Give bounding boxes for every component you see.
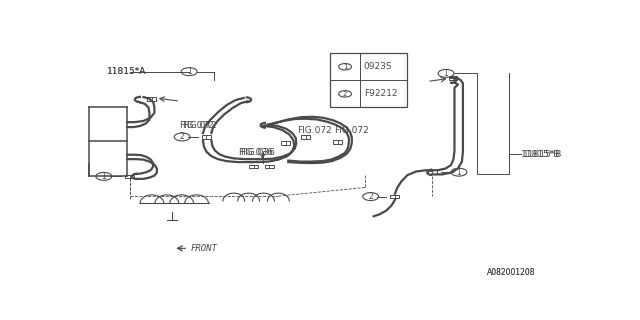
Bar: [125, 174, 134, 178]
Bar: [202, 135, 211, 139]
Text: FIG.036: FIG.036: [240, 148, 275, 157]
Bar: [428, 170, 436, 174]
Text: 1: 1: [444, 69, 449, 78]
Text: 0923S: 0923S: [364, 62, 392, 71]
Text: FIG.072: FIG.072: [334, 126, 369, 135]
Bar: [390, 195, 399, 198]
Text: F92212: F92212: [364, 89, 397, 98]
Text: FIG.036: FIG.036: [237, 148, 273, 157]
Text: 2: 2: [180, 132, 184, 141]
Text: FIG.072: FIG.072: [297, 125, 332, 135]
Bar: [249, 164, 258, 169]
Bar: [330, 53, 408, 108]
Text: 1: 1: [187, 67, 191, 76]
Text: A082001208: A082001208: [486, 268, 535, 277]
Bar: [282, 141, 291, 145]
Text: 11815*A: 11815*A: [108, 67, 147, 76]
Text: 11815*B: 11815*B: [522, 150, 561, 159]
Bar: [147, 97, 156, 101]
Bar: [301, 135, 310, 139]
Text: FRONT: FRONT: [190, 244, 217, 253]
Bar: [449, 76, 457, 80]
Text: 1: 1: [456, 168, 461, 177]
Text: FIG.072: FIG.072: [182, 121, 216, 130]
Text: 11815*A: 11815*A: [108, 67, 147, 76]
Text: 2: 2: [343, 91, 348, 97]
Text: 2: 2: [368, 192, 373, 201]
Text: 1: 1: [101, 172, 106, 181]
Bar: [333, 140, 342, 144]
Text: 1: 1: [343, 64, 348, 70]
Bar: [265, 164, 274, 169]
Text: FIG.072: FIG.072: [179, 121, 214, 130]
Text: A082001208: A082001208: [486, 268, 535, 277]
Text: 11815*B: 11815*B: [523, 150, 563, 159]
